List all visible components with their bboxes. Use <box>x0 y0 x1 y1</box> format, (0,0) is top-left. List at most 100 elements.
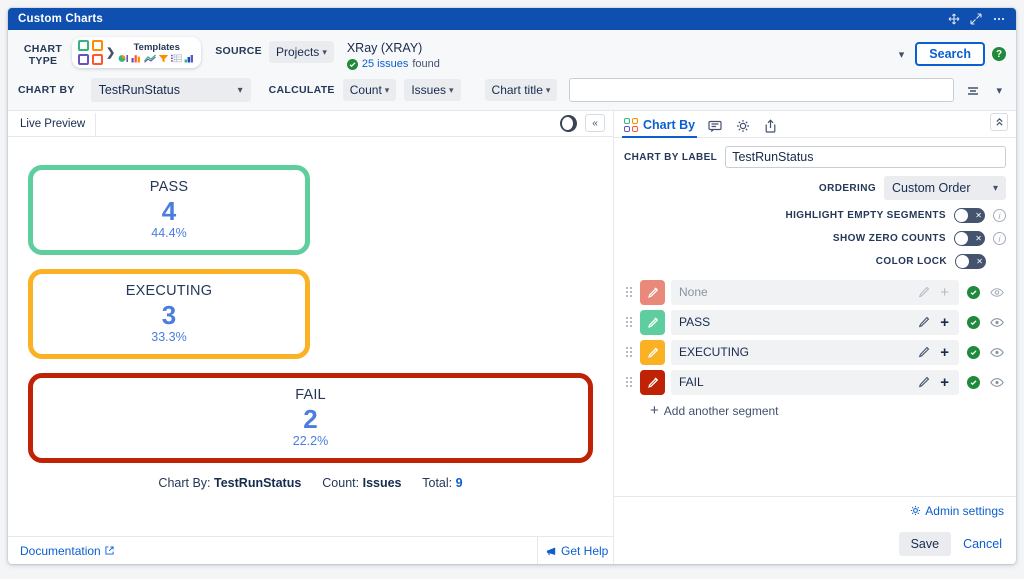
calculate-unit-dropdown[interactable]: Issues ▾ <box>404 79 461 101</box>
drag-handle-icon[interactable] <box>624 347 634 357</box>
edit-icon[interactable] <box>916 376 932 388</box>
segment-row-pass[interactable]: PASS + <box>624 307 1006 337</box>
more-options-icon[interactable] <box>992 13 1006 25</box>
visibility-eye-icon[interactable] <box>988 287 1006 298</box>
segment-body[interactable]: PASS + <box>671 309 959 335</box>
documentation-link[interactable]: Documentation <box>20 544 114 558</box>
comment-icon[interactable] <box>701 118 729 135</box>
toggle-knob <box>955 232 968 245</box>
share-icon[interactable] <box>757 117 784 135</box>
summary-count-value: Issues <box>362 476 402 490</box>
issues-count[interactable]: 25 issues <box>361 58 409 70</box>
settings-pane: Chart By <box>614 111 1016 564</box>
source-expand-chevron-icon[interactable]: ▾ <box>898 48 905 61</box>
add-icon[interactable]: + <box>940 343 949 361</box>
enabled-check-icon[interactable] <box>965 285 982 299</box>
edit-icon[interactable] <box>916 346 932 358</box>
show-zero-toggle[interactable]: ✕ <box>954 231 985 246</box>
segment-row-fail[interactable]: FAIL + <box>624 367 1006 397</box>
color-swatch[interactable] <box>640 279 665 305</box>
source-field[interactable]: XRay (XRAY) 25 issues found <box>343 37 895 70</box>
ordering-select[interactable]: Custom Order ▾ <box>884 176 1006 200</box>
chart-type-templates-button[interactable]: ❯ Templates <box>72 37 202 68</box>
check-circle-icon <box>346 58 358 70</box>
chart-by-label-row: CHART BY LABEL TestRunStatus <box>624 146 1006 168</box>
drag-handle-icon[interactable] <box>624 287 634 297</box>
toolbar-row-source: CHART TYPE ❯ Templates <box>8 30 1016 74</box>
calculate-mode-dropdown[interactable]: Count ▾ <box>342 79 397 101</box>
admin-settings-label: Admin settings <box>925 503 1004 518</box>
enabled-check-icon[interactable] <box>965 345 982 359</box>
show-zero-caption: SHOW ZERO COUNTS <box>832 233 946 244</box>
add-icon[interactable]: + <box>940 313 949 331</box>
align-icon[interactable] <box>962 82 984 99</box>
segment-card-pass[interactable]: PASS 4 44.4% <box>28 165 310 255</box>
segment-row-none[interactable]: None + <box>624 277 1006 307</box>
collapse-panel-button[interactable]: « <box>585 114 605 132</box>
cancel-button[interactable]: Cancel <box>961 532 1004 556</box>
drag-handle-icon[interactable] <box>624 317 634 327</box>
color-swatch[interactable] <box>640 309 665 335</box>
source-scope-dropdown[interactable]: Projects ▾ <box>268 41 334 63</box>
ordering-value: Custom Order <box>892 181 971 195</box>
toggle-knob <box>955 209 968 222</box>
segment-body[interactable]: EXECUTING + <box>671 339 959 365</box>
visibility-eye-icon[interactable] <box>988 317 1006 328</box>
chart-title-options-chevron-icon[interactable]: ▾ <box>996 84 1002 97</box>
gear-icon[interactable] <box>729 117 757 135</box>
calculate-unit-value: Issues <box>411 83 446 97</box>
add-icon[interactable]: + <box>940 283 949 301</box>
source-value: XRay (XRAY) <box>346 41 423 55</box>
visibility-eye-icon[interactable] <box>988 347 1006 358</box>
drag-handle-icon[interactable] <box>624 377 634 387</box>
color-lock-row: COLOR LOCK ✕ <box>624 254 1006 269</box>
search-button[interactable]: Search <box>915 42 985 66</box>
get-help-link[interactable]: Get Help <box>546 544 608 558</box>
enabled-check-icon[interactable] <box>965 315 982 329</box>
dark-mode-toggle-icon[interactable] <box>560 114 577 132</box>
toggle-off-glyph: ✕ <box>975 210 982 220</box>
save-button[interactable]: Save <box>898 532 952 556</box>
external-link-icon <box>105 546 114 555</box>
window-titlebar: Custom Charts <box>8 8 1016 30</box>
expand-icon[interactable] <box>970 13 982 25</box>
color-swatch[interactable] <box>640 369 665 395</box>
chart-title-input[interactable] <box>569 78 955 102</box>
chart-title-dropdown[interactable]: Chart title ▾ <box>484 79 558 101</box>
segment-name: EXECUTING <box>125 282 213 299</box>
expand-settings-button[interactable] <box>990 113 1008 131</box>
add-another-segment-button[interactable]: + Add another segment <box>624 397 1006 418</box>
segment-percent: 33.3% <box>151 329 187 344</box>
add-icon[interactable]: + <box>940 373 949 391</box>
settings-tabbar: Chart By <box>614 111 1016 138</box>
segment-card-executing[interactable]: EXECUTING 3 33.3% <box>28 269 310 359</box>
chart-by-label-caption: CHART BY LABEL <box>624 151 718 163</box>
admin-settings-link[interactable]: Admin settings <box>910 504 1004 518</box>
chart-by-select[interactable]: TestRunStatus ▾ <box>90 78 251 102</box>
move-icon[interactable] <box>948 13 960 25</box>
info-icon[interactable]: i <box>993 209 1006 222</box>
edit-icon[interactable] <box>916 316 932 328</box>
show-zero-row: SHOW ZERO COUNTS ✕ i <box>624 231 1006 246</box>
documentation-label: Documentation <box>20 543 101 558</box>
segment-label: PASS <box>679 315 711 329</box>
tab-live-preview[interactable]: Live Preview <box>8 113 97 136</box>
edit-icon[interactable] <box>916 286 932 298</box>
tab-chart-by[interactable]: Chart By <box>622 116 701 138</box>
color-lock-toggle[interactable]: ✕ <box>955 254 986 269</box>
enabled-check-icon[interactable] <box>965 375 982 389</box>
segment-body[interactable]: FAIL + <box>671 369 959 395</box>
segment-card-fail[interactable]: FAIL 2 22.2% <box>28 373 593 463</box>
source-label: SOURCE <box>215 45 262 57</box>
segment-body[interactable]: None + <box>671 279 959 305</box>
visibility-eye-icon[interactable] <box>988 377 1006 388</box>
segment-name: FAIL <box>295 386 326 403</box>
help-icon[interactable]: ? <box>992 47 1006 61</box>
color-swatch[interactable] <box>640 339 665 365</box>
segment-row-executing[interactable]: EXECUTING + <box>624 337 1006 367</box>
eyedropper-icon <box>648 346 658 358</box>
chart-by-settings: CHART BY LABEL TestRunStatus ORDERING Cu… <box>614 138 1016 418</box>
chart-by-label-input[interactable]: TestRunStatus <box>725 146 1006 168</box>
info-icon[interactable]: i <box>993 232 1006 245</box>
highlight-empty-toggle[interactable]: ✕ <box>954 208 985 223</box>
